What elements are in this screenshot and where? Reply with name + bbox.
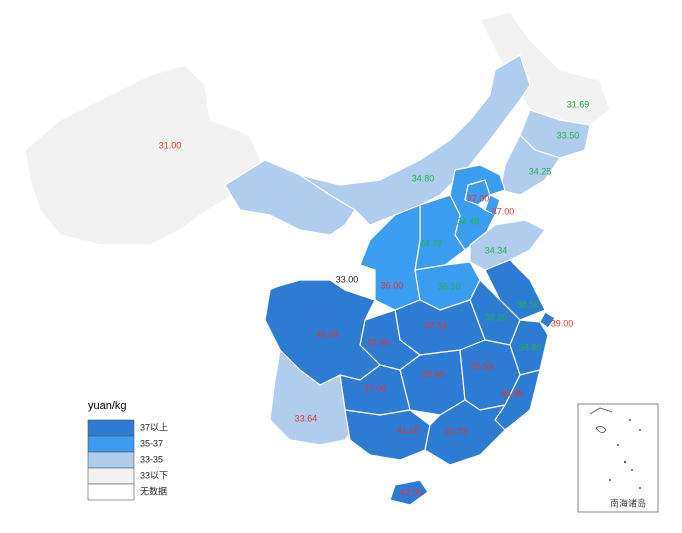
province bbox=[299, 54, 531, 226]
price-label: 37.00 bbox=[364, 383, 387, 393]
price-label: 37.54 bbox=[425, 320, 448, 330]
price-label: 41.72 bbox=[445, 426, 468, 436]
legend-swatch bbox=[87, 419, 135, 437]
province bbox=[499, 134, 561, 196]
price-label: 31.00 bbox=[159, 140, 182, 150]
province bbox=[44, 209, 321, 381]
price-label: 33.64 bbox=[295, 413, 318, 423]
inset-islands bbox=[609, 419, 641, 489]
legend-label: 33-35 bbox=[140, 454, 163, 464]
south-sea-inset: 南海诸岛 bbox=[577, 403, 659, 513]
price-label: 37.00 bbox=[492, 206, 515, 216]
price-label: 40.53 bbox=[471, 361, 494, 371]
price-label: 34.48 bbox=[457, 216, 480, 226]
legend-label: 35-37 bbox=[140, 438, 163, 448]
price-label: 34.34 bbox=[485, 245, 508, 255]
price-label: 41.10 bbox=[397, 425, 420, 435]
price-label: 33.00 bbox=[336, 274, 359, 284]
province bbox=[469, 219, 546, 271]
legend-swatch bbox=[87, 451, 135, 469]
provinces bbox=[24, 11, 611, 506]
province bbox=[389, 479, 429, 506]
price-label: 34.25 bbox=[529, 166, 552, 176]
price-label: 39.40 bbox=[422, 369, 445, 379]
inset-coast bbox=[589, 407, 613, 433]
legend-label: 37以上 bbox=[140, 422, 168, 432]
province bbox=[541, 397, 559, 441]
price-label: 34.80 bbox=[412, 173, 435, 183]
legend-swatch bbox=[87, 483, 135, 501]
inset-frame bbox=[577, 403, 659, 513]
price-label: 42.00 bbox=[367, 337, 390, 347]
price-label: 40.66 bbox=[316, 329, 339, 339]
inset-label: 南海诸岛 bbox=[610, 497, 646, 508]
price-label: 38.20 bbox=[485, 312, 508, 322]
price-label: 39.00 bbox=[551, 318, 574, 328]
price-label: 36.00 bbox=[381, 280, 404, 290]
legend-label: 33以下 bbox=[140, 470, 168, 480]
price-label: 42.00 bbox=[400, 487, 423, 497]
legend-label: 无数据 bbox=[140, 485, 167, 496]
price-label: 40.95 bbox=[501, 388, 524, 398]
legend-swatch bbox=[87, 467, 135, 485]
price-label: 37.00 bbox=[467, 193, 490, 203]
legend-title: yuan/kg bbox=[88, 400, 127, 412]
price-labels: 31.0031.6933.5034.2534.8037.0037.0034.48… bbox=[159, 99, 590, 497]
price-label: 38.50 bbox=[517, 299, 540, 309]
province bbox=[224, 159, 356, 236]
province bbox=[539, 311, 556, 329]
price-label: 31.69 bbox=[567, 99, 590, 109]
price-label: 34.32 bbox=[420, 238, 443, 248]
province bbox=[424, 399, 506, 466]
legend-swatch bbox=[87, 435, 135, 453]
price-label: 33.50 bbox=[557, 130, 580, 140]
price-label: 38.80 bbox=[519, 342, 542, 352]
price-label: 36.10 bbox=[438, 281, 461, 291]
